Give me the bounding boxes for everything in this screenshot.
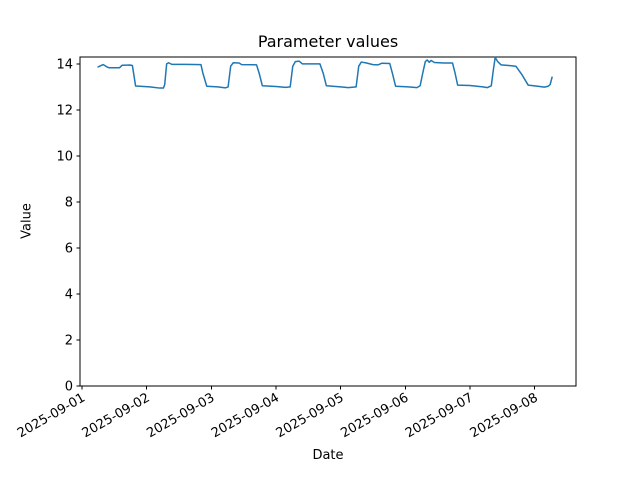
y-tick-label: 10: [56, 149, 73, 164]
y-tick-label: 0: [65, 380, 73, 395]
x-axis-label: Date: [312, 448, 344, 463]
y-tick-label: 6: [65, 241, 73, 256]
x-tick-label: 2025-09-05: [274, 390, 347, 441]
y-tick-label: 12: [56, 103, 73, 118]
x-tick-label: 2025-09-02: [80, 390, 153, 441]
x-tick-label: 2025-09-03: [144, 390, 217, 441]
x-tick-label: 2025-09-07: [403, 390, 476, 441]
y-tick-label: 14: [56, 57, 73, 72]
chart-title: Parameter values: [257, 32, 399, 51]
y-tick-label: 2: [65, 333, 73, 348]
y-tick-label: 8: [65, 195, 73, 210]
x-tick-label: 2025-09-04: [209, 390, 282, 441]
x-tick-label: 2025-09-01: [15, 390, 88, 441]
x-tick-label: 2025-09-06: [338, 390, 411, 441]
x-tick-label: 2025-09-08: [468, 390, 541, 441]
axes-frame: [79, 56, 577, 387]
y-tick-label: 4: [65, 287, 73, 302]
data-series-line: [97, 56, 553, 89]
